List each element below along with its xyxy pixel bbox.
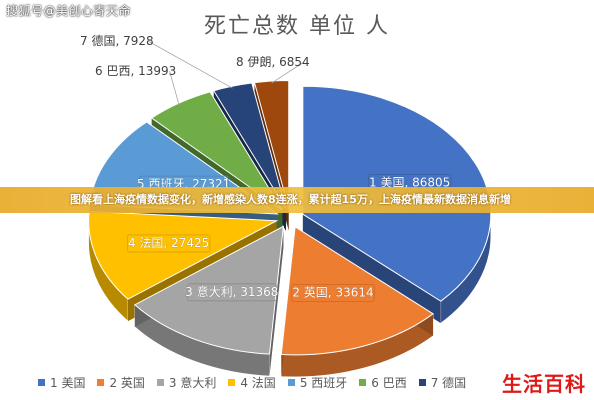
legend-item-3: 3 意大利 — [156, 374, 217, 390]
legend-swatch — [287, 378, 295, 386]
pie-slice-3 — [133, 225, 284, 355]
chart-title: 死亡总数 单位 人 — [204, 14, 390, 39]
legend-item-4: 4 法国 — [228, 374, 276, 390]
leader-line — [169, 70, 180, 106]
data-label-1: 1 美国, 86805 — [369, 175, 450, 189]
data-label-8: 8 伊朗, 6854 — [236, 55, 310, 69]
legend-item-7: 7 德国 — [418, 374, 467, 390]
leader-line — [271, 61, 305, 84]
leader-line — [147, 40, 233, 89]
legend-item-1: 1 美国 — [38, 374, 85, 390]
news-banner[interactable]: 图解看上海疫情数据变化，新增感染人数8连涨，累计超15万，上海疫情最新数据消息新… — [0, 187, 594, 213]
pie-slice-2 — [280, 226, 434, 356]
legend-swatch — [38, 378, 45, 386]
data-label-3: 3 意大利, 31368 — [185, 284, 278, 299]
legend-label: 6 巴西 — [371, 375, 407, 390]
data-label-7: 7 德国, 7928 — [80, 33, 154, 48]
brand-logo-text: 生活百科 — [502, 372, 586, 396]
legend-swatch — [359, 378, 367, 386]
legend-swatch — [228, 378, 236, 386]
legend-item-6: 6 巴西 — [359, 374, 407, 390]
legend-label: 2 英国 — [109, 375, 145, 390]
pie-slice-4 — [88, 210, 279, 300]
data-label-2: 2 英国, 33614 — [292, 285, 373, 299]
pie-slice-6 — [150, 91, 283, 211]
legend-swatch — [418, 378, 426, 386]
data-label-6: 6 巴西, 13993 — [95, 64, 176, 78]
data-label-box — [291, 283, 375, 302]
pie-slice-7 — [212, 82, 287, 210]
pie-slice-8 — [253, 80, 290, 209]
legend-label: 3 意大利 — [168, 375, 217, 390]
legend-label: 1 美国 — [50, 375, 86, 390]
legend-label: 4 法国 — [240, 375, 276, 390]
legend-item-5: 5 西班牙 — [287, 374, 348, 390]
legend-swatch — [97, 378, 105, 386]
legend-label: 7 德国 — [430, 375, 467, 390]
data-label-4: 4 法国, 27425 — [128, 236, 209, 250]
data-label-box — [126, 234, 211, 253]
chart-legend: 1 美国 2 英国 3 意大利 4 法国 5 西班牙 6 巴西 7 德国 — [38, 374, 466, 390]
legend-label: 5 西班牙 — [299, 375, 348, 390]
data-label-box — [186, 283, 277, 302]
legend-item-2: 2 英国 — [97, 374, 145, 390]
watermark: 搜狐号@美创心寄天命 — [6, 4, 132, 18]
legend-swatch — [156, 378, 164, 386]
